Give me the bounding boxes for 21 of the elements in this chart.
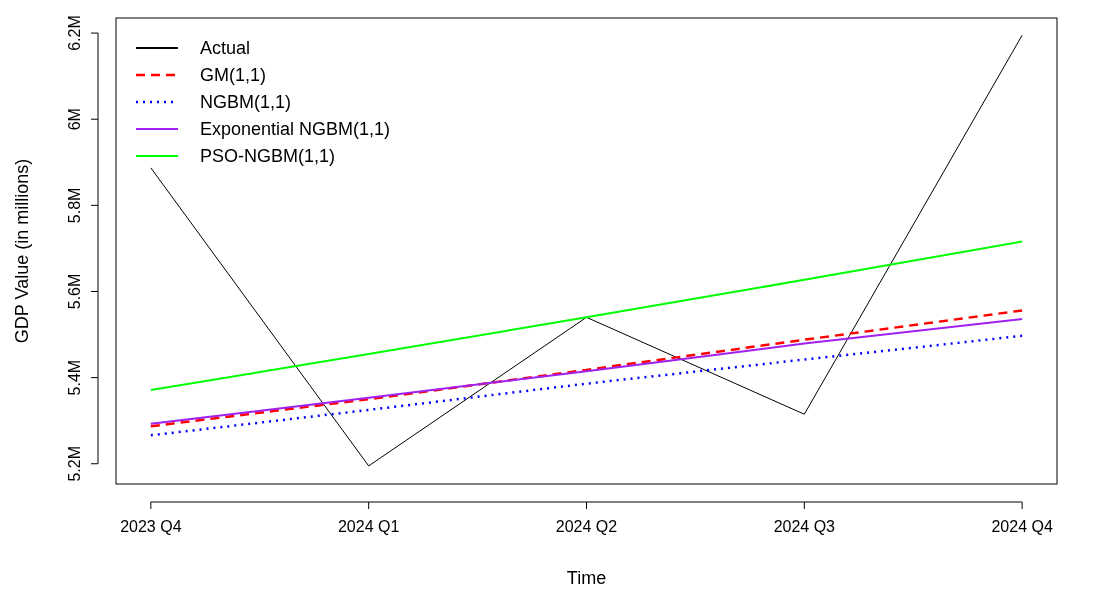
legend-label: Exponential NGBM(1,1)	[200, 119, 391, 139]
line-series	[149, 240, 1024, 392]
x-tick-label: 2023 Q4	[120, 518, 182, 535]
y-tick-label: 5.8M	[66, 187, 83, 224]
line-series	[150, 34, 1023, 467]
x-axis-title: Time	[566, 568, 607, 588]
legend-label: NGBM(1,1)	[200, 92, 292, 112]
legend-label: GM(1,1)	[200, 65, 267, 85]
y-tick-label: 5.2M	[66, 445, 83, 482]
y-tick-label: 6M	[66, 108, 83, 131]
line-series	[149, 334, 1024, 437]
x-tick-label: 2024 Q2	[555, 518, 618, 535]
y-tick-label: 5.4M	[66, 359, 83, 396]
x-tick-label: 2024 Q4	[991, 518, 1053, 535]
x-tick-label: 2024 Q3	[773, 518, 836, 535]
legend-label: PSO-NGBM(1,1)	[200, 146, 336, 166]
y-tick-label: 5.6M	[66, 273, 83, 310]
y-tick-label: 6.2M	[66, 15, 83, 51]
y-axis-title: GDP Value (in millions)	[12, 158, 32, 344]
legend-label: Actual	[200, 38, 251, 58]
x-tick-label: 2024 Q1	[337, 518, 400, 535]
